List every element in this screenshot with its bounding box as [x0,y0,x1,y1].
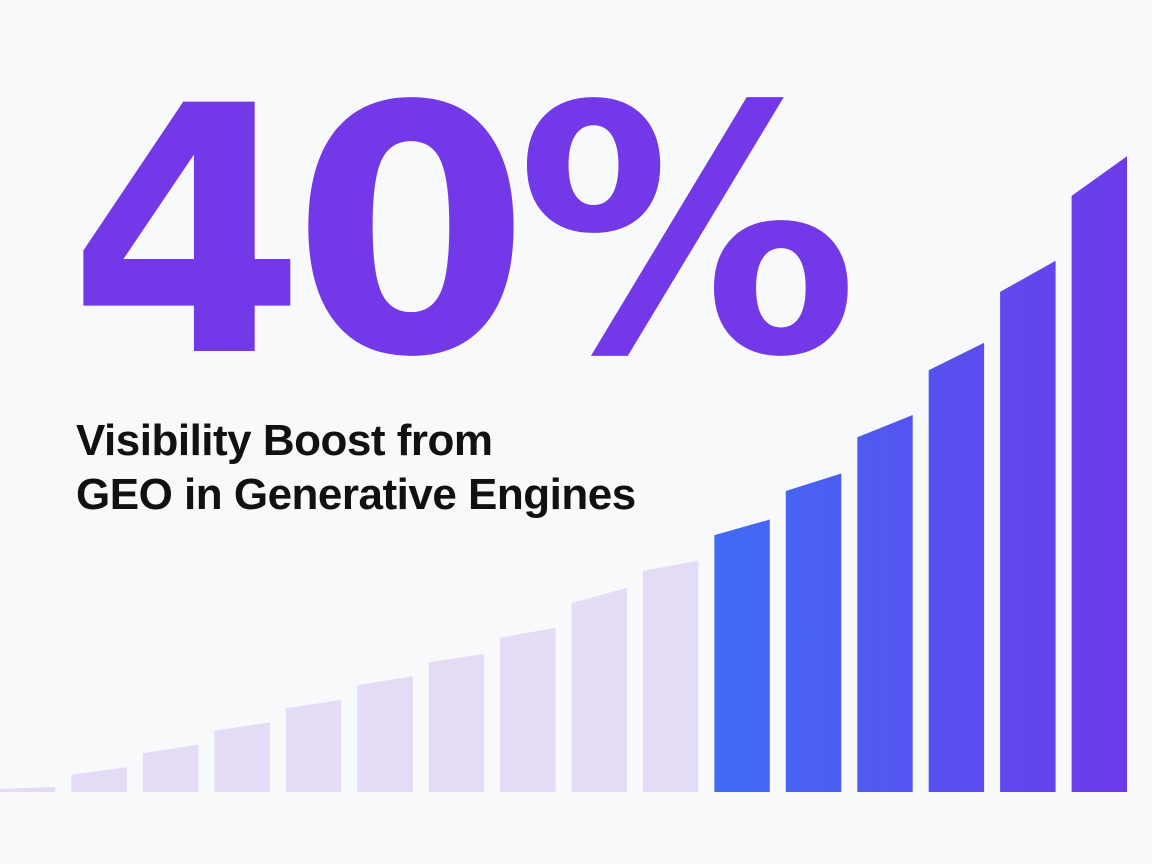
subtitle-line-2: GEO in Generative Engines [76,470,636,519]
highlight-bar [1000,260,1056,792]
headline-stat: 40% [68,34,859,432]
highlight-bar [1071,156,1127,792]
muted-bar [0,787,56,792]
subtitle: Visibility Boost from GEO in Generative … [76,414,636,522]
muted-bar [214,722,270,792]
muted-bar [285,699,342,792]
highlight-bar [857,415,913,792]
muted-bar [642,560,699,792]
muted-bar [357,676,413,792]
highlight-bar [785,473,842,792]
muted-bar [571,587,627,792]
muted-bar [71,767,127,792]
subtitle-line-1: Visibility Boost from [76,416,493,465]
muted-bar [428,653,485,792]
highlight-bar [928,342,985,792]
muted-bar [500,627,556,792]
muted-bar [142,744,199,792]
highlight-bar [714,519,770,792]
